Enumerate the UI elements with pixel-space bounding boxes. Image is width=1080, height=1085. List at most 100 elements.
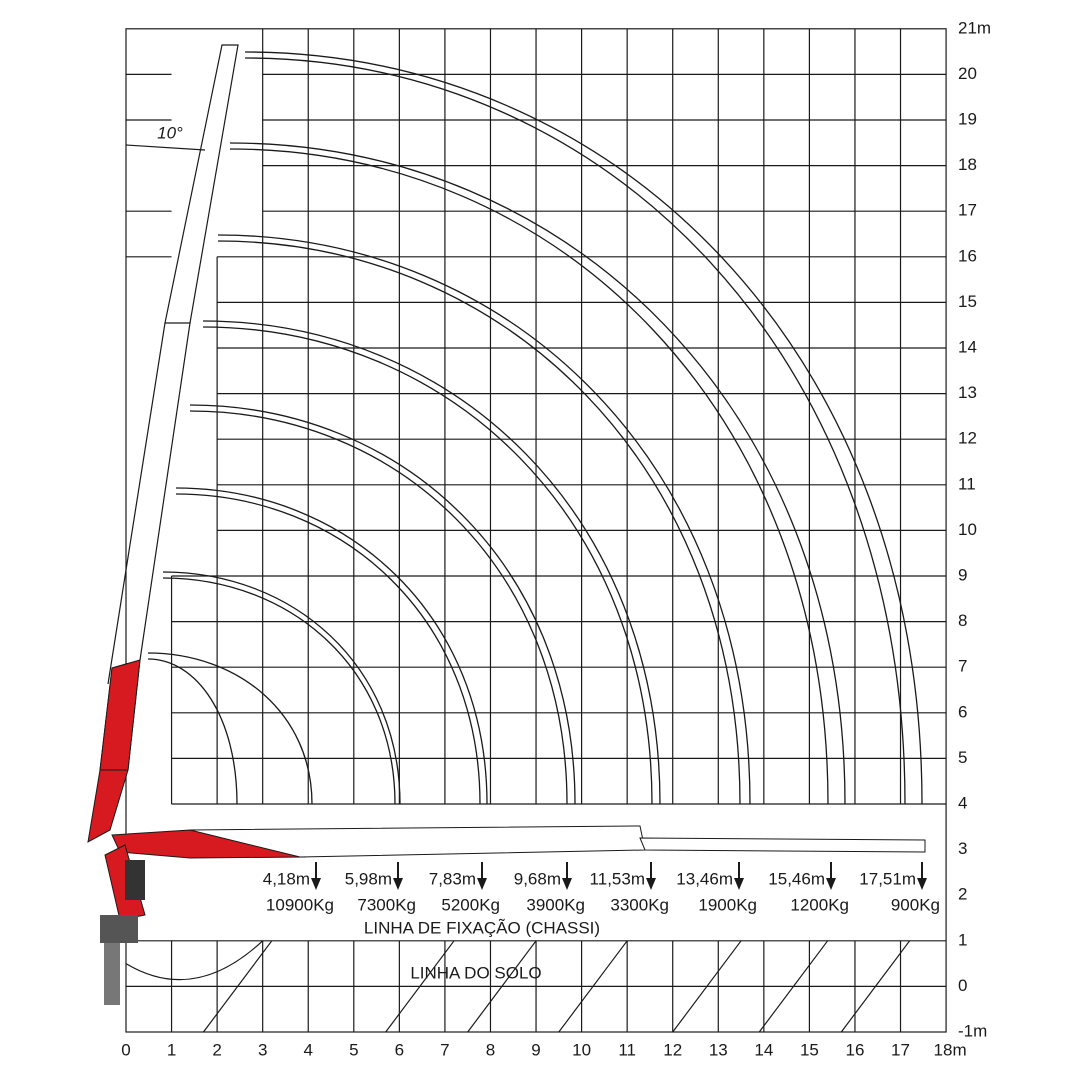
- x-tick-label: 15: [800, 1040, 819, 1059]
- x-tick-label: 2: [212, 1040, 221, 1059]
- ground-line-label: LINHA DO SOLO: [410, 963, 541, 982]
- x-tick-label: 13: [709, 1040, 728, 1059]
- y-tick-label: 7: [958, 657, 967, 676]
- y-tick-label: 0: [958, 976, 967, 995]
- reach-arc: [189, 404, 576, 805]
- arrow-head: [646, 878, 656, 890]
- reach-label: 15,46m: [768, 869, 825, 888]
- x-tick-label: 4: [304, 1040, 313, 1059]
- y-tick-label: 4: [958, 793, 967, 812]
- load-label: 3300Kg: [610, 895, 669, 914]
- y-tick-label: 5: [958, 748, 967, 767]
- reach-arc: [147, 652, 313, 805]
- x-tick-label: 0: [121, 1040, 130, 1059]
- cylinder: [125, 860, 145, 900]
- ground-curve: [467, 940, 537, 1033]
- boom-ext: [107, 322, 191, 685]
- base: [100, 915, 138, 943]
- reach-arc: [175, 493, 481, 805]
- arrow-head: [917, 878, 927, 890]
- angle-label: 10°: [157, 123, 183, 142]
- reach-arc: [162, 577, 396, 805]
- arm-ext-tip: [639, 837, 926, 853]
- x-tick-label: 8: [486, 1040, 495, 1059]
- reach-label: 5,98m: [345, 869, 392, 888]
- ground-curve: [202, 940, 273, 1033]
- boom-red-upper: [99, 659, 141, 771]
- x-tick-label: 11: [618, 1040, 636, 1059]
- reach-label: 7,83m: [429, 869, 476, 888]
- reach-arc: [229, 142, 846, 805]
- fixation-line-label: LINHA DE FIXAÇÃO (CHASSI): [364, 918, 600, 937]
- x-tick-label: 17: [891, 1040, 910, 1059]
- reach-arc: [244, 57, 906, 805]
- reach-arc: [162, 571, 401, 805]
- boom-red: [87, 769, 129, 843]
- y-tick-label: 15: [958, 292, 977, 311]
- reach-arcs: [147, 51, 923, 805]
- ground-curve: [840, 940, 911, 1033]
- arrow-head: [393, 878, 403, 890]
- y-tick-label: 10: [958, 520, 977, 539]
- load-label: 1200Kg: [790, 895, 849, 914]
- x-tick-label: 7: [440, 1040, 449, 1059]
- reach-label: 13,46m: [676, 869, 733, 888]
- y-tick-label: 13: [958, 383, 977, 402]
- y-tick-label: 9: [958, 565, 967, 584]
- reach-arc: [202, 320, 661, 805]
- x-tick-label: 9: [531, 1040, 540, 1059]
- y-tick-label: 17: [958, 201, 977, 220]
- arrow-head: [826, 878, 836, 890]
- y-tick-label: 14: [958, 337, 977, 356]
- load-label: 3900Kg: [526, 895, 585, 914]
- arrow-head: [477, 878, 487, 890]
- reach-arc: [217, 234, 751, 805]
- ground-curve: [758, 940, 829, 1033]
- ground-curve: [125, 940, 264, 981]
- arrow-head: [734, 878, 744, 890]
- load-label: 1900Kg: [698, 895, 757, 914]
- reach-arc: [229, 148, 829, 805]
- y-tick-label: 18: [958, 155, 977, 174]
- x-tick-label: 18m: [934, 1040, 967, 1059]
- x-tick-label: 5: [349, 1040, 358, 1059]
- stabilizer: [104, 943, 120, 1005]
- reach-arc: [175, 487, 488, 805]
- reach-label: 4,18m: [263, 869, 310, 888]
- x-tick-label: 14: [754, 1040, 773, 1059]
- reach-label: 17,51m: [859, 869, 916, 888]
- y-tick-label: -1m: [958, 1021, 987, 1040]
- reach-arc: [147, 658, 238, 805]
- x-tick-label: 1: [167, 1040, 176, 1059]
- boom-ext-top: [164, 44, 239, 324]
- y-tick-label: 16: [958, 246, 977, 265]
- x-tick-label: 12: [663, 1040, 682, 1059]
- x-tick-label: 6: [395, 1040, 404, 1059]
- y-tick-label: 20: [958, 64, 977, 83]
- ground-curve: [385, 940, 455, 1033]
- reach-arc: [244, 51, 923, 805]
- grid: [125, 28, 947, 1033]
- y-tick-label: 8: [958, 611, 967, 630]
- y-tick-label: 21m: [958, 18, 991, 37]
- y-tick-label: 1: [958, 930, 967, 949]
- load-label: 10900Kg: [266, 895, 334, 914]
- reach-arc: [202, 326, 653, 805]
- ground-curve: [558, 940, 628, 1033]
- reach-arc: [189, 410, 568, 805]
- y-tick-label: 3: [958, 839, 967, 858]
- y-tick-label: 2: [958, 885, 967, 904]
- y-tick-label: 6: [958, 702, 967, 721]
- y-tick-label: 12: [958, 429, 977, 448]
- y-tick-label: 11: [958, 474, 976, 493]
- load-label: 7300Kg: [357, 895, 416, 914]
- reach-label: 9,68m: [514, 869, 561, 888]
- load-label: 5200Kg: [441, 895, 500, 914]
- load-label: 900Kg: [891, 895, 940, 914]
- x-tick-label: 16: [845, 1040, 864, 1059]
- ground-curve: [672, 940, 742, 1033]
- arrow-head: [562, 878, 572, 890]
- x-tick-label: 3: [258, 1040, 267, 1059]
- x-tick-label: 10: [572, 1040, 591, 1059]
